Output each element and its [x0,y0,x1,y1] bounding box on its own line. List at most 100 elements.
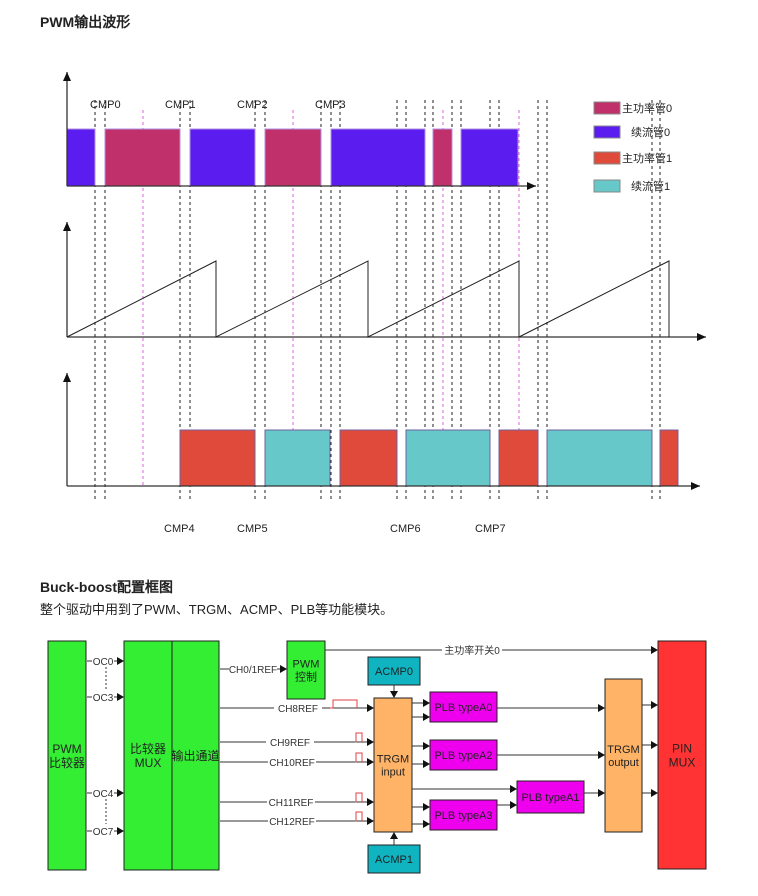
plb-block-label: PLB typeA1 [521,792,579,804]
oc-label: OC7 [93,827,114,838]
trgm-output-block-label: TRGM [607,744,639,756]
cmp-label: CMP3 [315,99,346,111]
legend-label: 续流管1 [631,179,670,193]
waveform-bar-bottom [546,429,653,487]
pwm-waveform-diagram: CMP0 CMP1 CMP2 CMP3 CMP4 CMP5 CMP6 CMP7 主功率管0 续流管… [63,72,706,535]
trgm-plb-signal-arrow-icon [423,699,430,707]
y-axis-mid-arrow-icon [63,222,71,231]
cmp-label: CMP4 [164,523,195,535]
legend-swatch [593,101,621,115]
label-bg [442,643,502,656]
comparator-mux-block-label: 比较器 [130,741,166,756]
main-switch-label: 主功率开关0 [444,644,500,657]
chref-signal-label-bg [267,796,315,808]
ch0-1ref-signal-label: CH0/1REF [229,665,277,676]
oc-label-bg [92,655,114,667]
cmp-label: CMP2 [237,99,268,111]
pwm-comparator-block-label: PWM [52,742,81,756]
output-channel-block [171,640,220,871]
waveform-bar-bottom [179,429,256,487]
pulse-icon [355,752,363,763]
chref-signal-label: CH12REF [269,817,315,828]
sawtooth-carrier [66,260,670,338]
trgm-input-block-label: TRGM [377,753,409,765]
plb-block-label: PLB typeA3 [434,810,492,822]
trgm-input-block [373,697,413,833]
section-title-pwm: PWM输出波形 [40,14,131,30]
legend-label: 主功率管1 [622,151,672,165]
trgm-plb-signal-arrow-icon [423,742,430,750]
plb-a1-out-signal-arrow-icon [598,789,605,797]
acmp1-block [367,844,421,874]
pwm-comparator-block-label: 比较器 [49,755,85,770]
chref-signal-arrow-icon [367,738,374,746]
plb-block [429,691,498,723]
trgm-plb-signal-arrow-icon [423,803,430,811]
cmp-label: CMP5 [237,523,268,535]
cmp-label: CMP1 [165,99,196,111]
chref-signal-label: CH10REF [269,758,315,769]
pin-mux-block-label: MUX [669,755,696,769]
chref-signal-label: CH11REF [269,798,314,809]
trgm-pinmux-signal-arrow-icon [651,741,658,749]
plb-block-label: PLB typeA2 [434,750,492,762]
cmp-label: CMP6 [390,523,421,535]
chref-signal-arrow-icon [367,758,374,766]
oc-signal-arrow-icon [117,827,124,835]
trgm-pinmux-signal-arrow-icon [651,789,658,797]
pwm-control-block-label: PWM [293,658,320,670]
plb-block [516,780,585,814]
pwm-comparator-block [47,640,87,871]
acmp0-arrow-icon [390,691,398,698]
legend-swatch [593,179,621,193]
chref-signal-label: CH9REF [270,738,310,749]
chref-signal-label: CH8REF [278,704,318,715]
legend-label: 主功率管0 [622,101,672,115]
pin-mux-block [657,640,707,870]
pulse-icon [355,792,363,803]
chref-signal-label-bg [266,736,314,748]
section-title-buckboost: Buck-boost配置框图 [40,579,173,595]
acmp0-block-label: ACMP0 [375,666,413,678]
trgm-output-block [604,678,643,833]
comparator-mux-block [123,640,173,871]
pulse-icon [355,811,363,822]
oc-label: OC3 [93,693,114,704]
waveform-bar-top [264,128,322,187]
pulse-icon [355,732,363,743]
pulse-icon [330,699,358,709]
trgm-input-block-label: input [381,766,405,778]
plb-block [429,799,498,831]
legend-swatch [593,151,621,165]
main-switch-signal-arrow-icon [651,646,658,654]
pin-mux-block-label: PIN [672,741,692,755]
legend-label: 续流管0 [631,125,670,139]
oc-signal-arrow-icon [117,657,124,665]
oc-label: OC4 [93,789,114,800]
chref-signal-arrow-icon [367,704,374,712]
oc-label-bg [92,825,114,837]
waveform-bar-bottom [405,429,491,487]
oc-signal-arrow-icon [117,789,124,797]
chref-signal-arrow-icon [367,798,374,806]
acmp1-block-label: ACMP1 [375,854,413,866]
cmp-label: CMP0 [90,99,121,111]
chref-signal-label-bg [268,756,316,768]
waveform-bar-top [104,128,181,187]
trgm-plb-signal-arrow-icon [423,760,430,768]
legend-swatch [593,125,621,139]
pwm-control-block [286,640,326,700]
waveform-bar-bottom [264,429,331,487]
chref-signal-label-bg [274,702,322,714]
chref-signal-arrow-icon [367,817,374,825]
y-axis-bottom-arrow-icon [63,373,71,382]
trgm-plb-signal-arrow-icon [423,820,430,828]
waveform-bar-bottom [339,429,398,487]
trgm-plb-signal-arrow-icon [423,713,430,721]
x-axis-mid-arrow-icon [697,333,706,341]
pwm-control-block-label: 控制 [295,669,317,683]
oc-label-bg [92,787,114,799]
x-axis-bottom-arrow-icon [691,482,700,490]
ch0-1ref-signal-label-bg [229,663,277,675]
trgm-output-block-label: output [608,757,639,769]
